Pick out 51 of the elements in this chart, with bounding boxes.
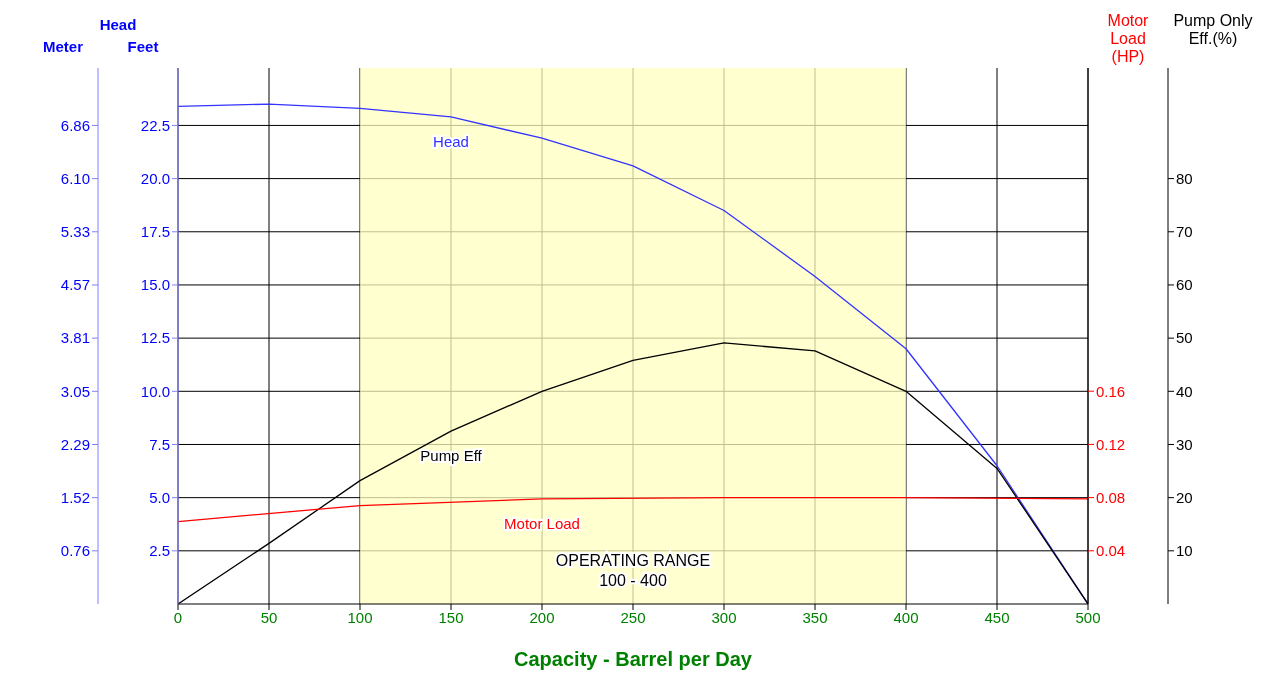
x-tick-label: 350: [802, 608, 828, 626]
text: 0.76: [60, 542, 90, 560]
series-label: Motor Load: [504, 514, 580, 532]
y3-tick-label: 50: [1176, 329, 1193, 347]
y-axis-title: Feet: [126, 38, 160, 55]
x-tick-label: 150: [438, 608, 464, 626]
y-tick-label: 22.5: [140, 116, 170, 134]
y3-tick-label: 10: [1176, 542, 1193, 560]
x-tick-label: 0: [173, 608, 183, 626]
y2-axis-title: Motor Load (HP): [1106, 12, 1150, 66]
text: 6.86: [60, 116, 90, 134]
text: 1.52: [60, 488, 90, 506]
text: Meter: [42, 38, 84, 55]
text: 5.33: [60, 223, 90, 241]
y2-tick-label: 0.12: [1096, 435, 1126, 453]
y-tick-label: 20.0: [140, 169, 170, 187]
y-tick-label: 12.5: [140, 329, 170, 347]
text: 3.81: [60, 329, 90, 347]
y-tick-label: 10.0: [140, 382, 170, 400]
y3-tick-label: 20: [1176, 488, 1193, 506]
x-tick-label: 50: [260, 608, 278, 626]
y3-tick-label: 80: [1176, 169, 1193, 187]
y2-tick-label: 0.08: [1096, 488, 1126, 506]
text: 2.29: [60, 435, 90, 453]
y3-tick-label: 40: [1176, 382, 1193, 400]
y2-tick-label: 0.04: [1096, 542, 1126, 560]
x-tick-label: 300: [711, 608, 737, 626]
y3-tick-label: 30: [1176, 435, 1193, 453]
x-axis-title: Capacity - Barrel per Day: [514, 648, 753, 670]
x-tick-label: 250: [620, 608, 646, 626]
y-tick-label: 2.5: [149, 542, 170, 560]
x-tick-label: 100: [347, 608, 373, 626]
y-tick-label: 5.0: [149, 488, 170, 506]
x-tick-label: 200: [529, 608, 555, 626]
text: 6.10: [60, 169, 90, 187]
y-tick-label: 17.5: [140, 223, 170, 241]
series-label: Head: [433, 132, 469, 150]
x-tick-label: 450: [984, 608, 1010, 626]
series-label: Pump Eff: [420, 447, 483, 465]
y-tick-label: 15.0: [140, 276, 170, 294]
text: Head: [98, 16, 138, 33]
y2-tick-label: 0.16: [1096, 382, 1126, 400]
text: 4.57: [60, 276, 90, 294]
y-tick-label: 7.5: [149, 435, 170, 453]
x-tick-label: 500: [1075, 608, 1101, 626]
band-label: OPERATING RANGE 100 - 400: [555, 552, 711, 589]
x-tick-label: 400: [893, 608, 919, 626]
y3-tick-label: 70: [1176, 223, 1193, 241]
y3-axis-title: Pump Only Eff.(%): [1173, 12, 1253, 48]
text: 3.05: [60, 382, 90, 400]
y3-tick-label: 60: [1176, 276, 1193, 294]
